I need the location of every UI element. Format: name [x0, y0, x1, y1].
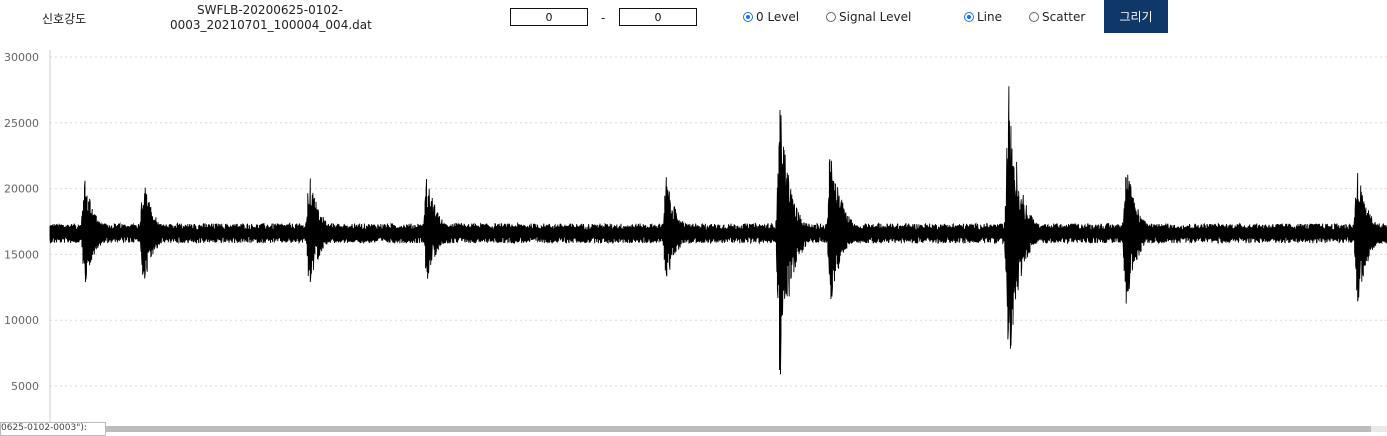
- y-tick-label: 20000: [4, 183, 39, 196]
- y-tick-label: 15000: [4, 248, 39, 261]
- range-to-input[interactable]: [619, 8, 697, 26]
- y-tick-label: 5000: [11, 380, 39, 393]
- range-separator: -: [601, 11, 606, 25]
- line-label: Line: [977, 10, 1003, 24]
- signal-strength-label: 신호강도: [42, 12, 87, 26]
- y-tick-label: 10000: [4, 314, 39, 327]
- radio-unselected-icon: [1029, 12, 1039, 22]
- radio-selected-icon: [743, 12, 753, 22]
- signal-trace: [49, 86, 1387, 375]
- chart-grid: [50, 56, 1387, 387]
- filename-display: SWFLB-20200625-0102- 0003_20210701_10000…: [170, 3, 372, 33]
- radio-selected-icon: [964, 12, 974, 22]
- scatter-label: Scatter: [1042, 10, 1086, 24]
- y-tick-label: 30000: [4, 51, 39, 64]
- zero-level-label: 0 Level: [756, 10, 800, 24]
- signal-chart: 30000 25000 20000 15000 10000 5000: [4, 50, 1387, 426]
- scatter-radio[interactable]: Scatter: [1029, 10, 1085, 24]
- range-from-input[interactable]: [510, 8, 588, 26]
- draw-button[interactable]: 그리기: [1104, 0, 1168, 33]
- tooltip: 0625-0102-0003"):: [0, 422, 106, 436]
- radio-unselected-icon: [826, 12, 836, 22]
- toolbar: 신호강도 SWFLB-20200625-0102- 0003_20210701_…: [0, 0, 1387, 40]
- filename-line-1: SWFLB-20200625-0102-: [197, 3, 343, 17]
- signal-line: [49, 86, 1387, 375]
- horizontal-scrollbar[interactable]: [106, 426, 1387, 432]
- y-axis: 30000 25000 20000 15000 10000 5000: [4, 50, 51, 426]
- zero-level-radio[interactable]: 0 Level: [743, 10, 799, 24]
- y-tick-label: 25000: [4, 117, 39, 130]
- line-radio[interactable]: Line: [964, 10, 1002, 24]
- filename-line-2: 0003_20210701_100004_004.dat: [170, 18, 372, 32]
- signal-level-radio[interactable]: Signal Level: [826, 10, 911, 24]
- scrollbar-thumb[interactable]: [106, 426, 1371, 432]
- signal-level-label: Signal Level: [839, 10, 912, 24]
